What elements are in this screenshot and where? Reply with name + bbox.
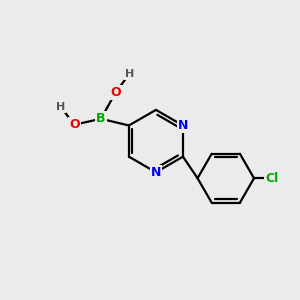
Text: O: O: [69, 118, 80, 131]
Text: N: N: [178, 119, 188, 132]
Text: N: N: [151, 166, 161, 179]
Text: B: B: [96, 112, 106, 125]
Text: Cl: Cl: [265, 172, 278, 185]
Text: H: H: [56, 102, 65, 112]
Text: O: O: [110, 85, 121, 98]
Text: H: H: [124, 69, 134, 79]
